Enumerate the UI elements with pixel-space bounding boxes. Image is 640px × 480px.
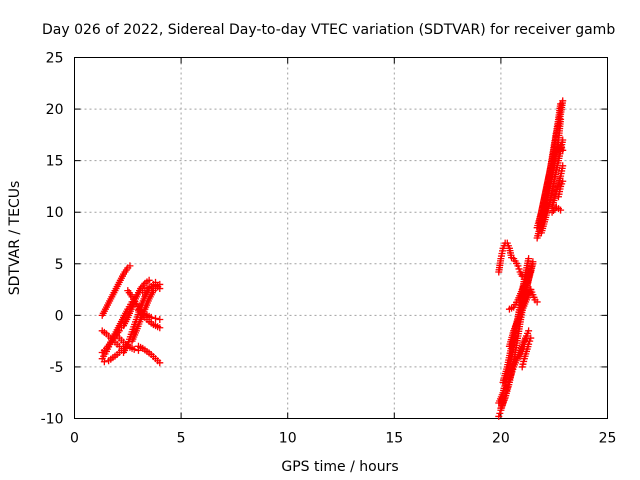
data-point — [495, 412, 503, 420]
x-tick-label: 10 — [279, 431, 297, 447]
y-axis-label: SDTVAR / TECUs — [7, 181, 23, 296]
data-point — [126, 262, 134, 270]
axis-ticks: 0 5 10 15 20 25 -10 -5 0 5 10 15 20 25 — [41, 51, 617, 447]
y-tick-label: 0 — [55, 308, 64, 324]
y-tick-label: -10 — [41, 412, 64, 428]
data-point — [559, 136, 567, 144]
chart-title: Day 026 of 2022, Sidereal Day-to-day VTE… — [42, 22, 615, 38]
x-tick-label: 25 — [599, 431, 617, 447]
y-tick-label: 15 — [46, 154, 64, 170]
data-point — [559, 97, 567, 105]
x-tick-label: 15 — [385, 431, 403, 447]
y-tick-label: -5 — [50, 360, 64, 376]
data-point — [156, 359, 164, 367]
data-point — [557, 206, 565, 214]
y-tick-label: 10 — [46, 205, 64, 221]
data-point — [156, 324, 164, 332]
data-point — [533, 298, 541, 306]
y-tick-label: 5 — [55, 257, 64, 273]
data-point — [526, 337, 534, 345]
x-tick-label: 20 — [492, 431, 510, 447]
data-point — [115, 342, 123, 350]
data-point — [156, 285, 164, 293]
y-tick-label: 25 — [46, 51, 64, 67]
data-point — [559, 162, 567, 170]
data-point — [559, 146, 567, 154]
data-point — [515, 265, 523, 273]
data-point — [147, 313, 155, 321]
data-points — [98, 97, 567, 420]
data-point — [527, 334, 535, 342]
data-point — [100, 358, 108, 366]
data-point — [152, 314, 160, 322]
plot-frame — [74, 57, 608, 419]
data-point — [147, 282, 155, 290]
data-point — [130, 345, 138, 353]
grid — [74, 57, 608, 419]
data-point — [514, 262, 522, 270]
data-point — [496, 409, 504, 417]
x-tick-label: 5 — [177, 431, 186, 447]
data-point — [525, 327, 533, 335]
x-tick-label: 0 — [70, 431, 79, 447]
data-point — [156, 315, 164, 323]
data-point — [525, 255, 533, 263]
data-point — [559, 177, 567, 185]
y-tick-label: 20 — [46, 102, 64, 118]
data-point — [145, 276, 153, 284]
data-point — [527, 268, 535, 276]
data-point — [529, 260, 537, 268]
data-point — [525, 340, 533, 348]
data-point — [520, 275, 528, 283]
x-axis-label: GPS time / hours — [281, 459, 398, 475]
